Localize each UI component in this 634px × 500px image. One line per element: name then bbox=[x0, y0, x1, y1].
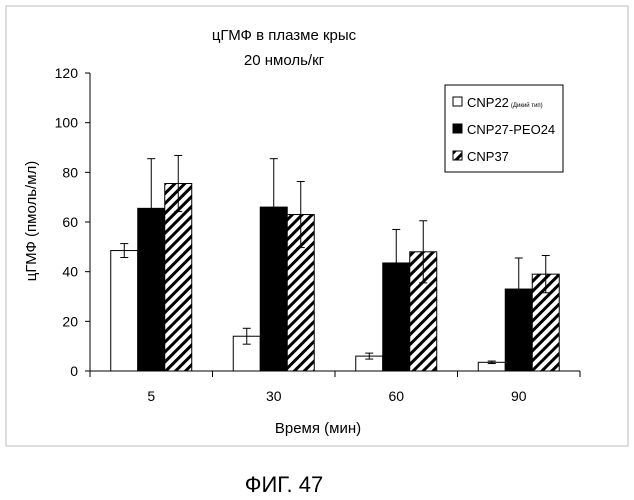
chart-title: цГМФ в плазме крыс bbox=[212, 27, 357, 44]
legend-series-note: (Дикий тип) bbox=[511, 102, 543, 109]
y-tick-label: 60 bbox=[62, 214, 78, 230]
legend-swatch bbox=[453, 151, 462, 160]
x-tick-label: 30 bbox=[266, 388, 282, 404]
y-tick-label: 120 bbox=[55, 65, 79, 81]
legend-swatch bbox=[453, 97, 462, 106]
y-tick-label: 100 bbox=[55, 115, 79, 131]
x-tick-label: 60 bbox=[388, 388, 404, 404]
legend-series-name: CNP37 bbox=[467, 149, 509, 164]
x-tick-label: 90 bbox=[511, 388, 527, 404]
y-tick-label: 40 bbox=[62, 264, 78, 280]
bar bbox=[111, 251, 138, 371]
legend-series-name: CNP27-PEO24 bbox=[467, 122, 555, 137]
x-tick-label: 5 bbox=[147, 388, 155, 404]
x-axis-label: Время (мин) bbox=[275, 420, 361, 437]
figure-caption: ФИГ. 47 bbox=[245, 472, 323, 497]
legend-series-name: CNP22 bbox=[467, 95, 509, 110]
legend: CNP22(Дикий тип) CNP27-PEO24 CNP37 bbox=[445, 85, 563, 172]
y-tick-label: 20 bbox=[62, 313, 78, 329]
y-axis-label: цГМФ (пмоль/мл) bbox=[23, 161, 40, 282]
chart-subtitle: 20 нмоль/кг bbox=[244, 52, 325, 69]
legend-label: CNP37 bbox=[467, 149, 509, 164]
legend-swatch bbox=[453, 124, 462, 133]
chart-frame bbox=[6, 6, 628, 446]
y-tick-label: 80 bbox=[62, 164, 78, 180]
legend-label: CNP27-PEO24 bbox=[467, 122, 555, 137]
y-tick-label: 0 bbox=[70, 363, 78, 379]
